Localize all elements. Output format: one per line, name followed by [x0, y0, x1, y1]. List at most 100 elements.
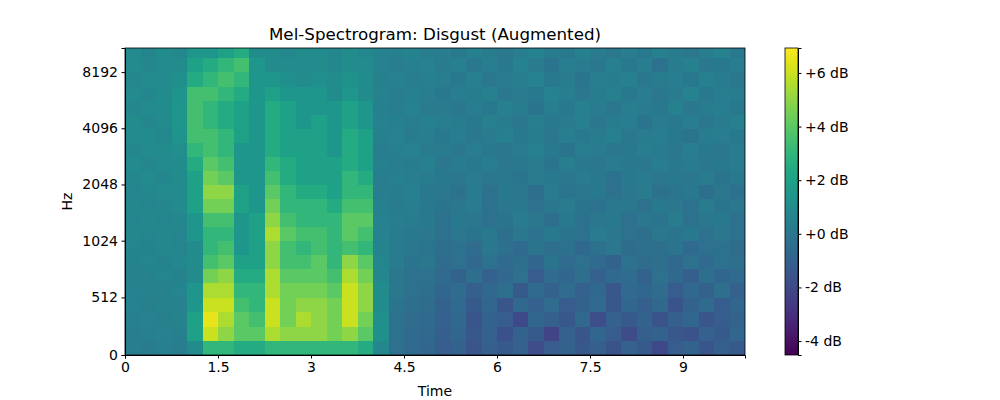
heatmap-cell	[187, 283, 203, 298]
heatmap-cell	[358, 341, 374, 355]
heatmap-cell	[730, 326, 746, 341]
heatmap-cell	[218, 312, 234, 327]
heatmap-cell	[730, 341, 746, 355]
heatmap-cell	[714, 213, 730, 227]
heatmap-cell	[141, 227, 157, 241]
chart-svg: 01.534.567.5905121024204840968192Mel-Spe…	[0, 0, 1000, 400]
chart-container: 01.534.567.5905121024204840968192Mel-Spe…	[0, 0, 1000, 400]
heatmap-cell	[528, 72, 544, 86]
heatmap-cell	[652, 213, 668, 227]
heatmap-cell	[311, 48, 327, 58]
heatmap-cell	[265, 297, 281, 312]
heatmap-cell	[621, 156, 637, 170]
heatmap-cell	[172, 156, 188, 170]
heatmap-cell	[249, 156, 265, 170]
heatmap-cell	[652, 156, 668, 170]
heatmap-cell	[389, 254, 405, 269]
heatmap-cell	[683, 170, 699, 184]
heatmap-cell	[451, 86, 467, 100]
heatmap-cell	[637, 114, 653, 128]
heatmap-cell	[621, 297, 637, 312]
heatmap-cell	[125, 283, 141, 298]
heatmap-cell	[280, 254, 296, 269]
heatmap-cell	[606, 326, 622, 341]
heatmap-cell	[141, 72, 157, 86]
heatmap-cell	[296, 227, 312, 241]
heatmap-cell	[637, 58, 653, 72]
heatmap-cell	[420, 326, 436, 341]
heatmap-cell	[606, 283, 622, 298]
colorbar-tick: -4 dB	[798, 333, 842, 349]
heatmap-cell	[125, 86, 141, 100]
heatmap-cell	[606, 213, 622, 227]
heatmap-cell	[621, 170, 637, 184]
heatmap-cell	[683, 142, 699, 156]
heatmap-cell	[311, 184, 327, 198]
heatmap-cell	[528, 114, 544, 128]
heatmap-cell	[668, 312, 684, 327]
heatmap-cell	[218, 142, 234, 156]
heatmap-cell	[466, 312, 482, 327]
heatmap-cell	[637, 100, 653, 114]
heatmap-cell	[187, 156, 203, 170]
heatmap-cell	[466, 72, 482, 86]
colorbar-tick-mark	[798, 180, 802, 181]
heatmap-cell	[311, 283, 327, 298]
heatmap-cell	[265, 100, 281, 114]
colorbar-frame	[785, 48, 798, 355]
heatmap-cell	[497, 312, 513, 327]
heatmap-cell	[187, 184, 203, 198]
heatmap-cell	[668, 283, 684, 298]
x-tick: 1.5	[207, 355, 229, 375]
heatmap-cell	[156, 227, 172, 241]
heatmap-cell	[435, 241, 451, 255]
heatmap-cell	[652, 142, 668, 156]
y-tick-mark	[122, 128, 126, 129]
heatmap-cell	[203, 241, 219, 255]
heatmap-cell	[249, 297, 265, 312]
heatmap-cell	[497, 326, 513, 341]
heatmap-cell	[296, 58, 312, 72]
heatmap-cell	[482, 199, 498, 213]
heatmap-cell	[730, 297, 746, 312]
heatmap-cell	[590, 227, 606, 241]
colorbar-tick-mark	[798, 341, 802, 342]
heatmap-cell	[311, 213, 327, 227]
x-tick-label: 0	[121, 359, 130, 375]
heatmap-cell	[280, 199, 296, 213]
heatmap-cell	[466, 227, 482, 241]
heatmap-cell	[699, 86, 715, 100]
heatmap-cell	[559, 312, 575, 327]
heatmap-cell	[218, 100, 234, 114]
heatmap-cell	[652, 128, 668, 142]
heatmap-cell	[141, 269, 157, 284]
heatmap-cell	[265, 114, 281, 128]
heatmap-cell	[172, 72, 188, 86]
heatmap-cell	[528, 312, 544, 327]
heatmap-cell	[497, 254, 513, 269]
heatmap-cell	[451, 341, 467, 355]
heatmap-cell	[683, 269, 699, 284]
heatmap-cell	[668, 86, 684, 100]
heatmap-cell	[575, 241, 591, 255]
heatmap-cell	[497, 297, 513, 312]
heatmap-cell	[544, 58, 560, 72]
heatmap-cell	[466, 184, 482, 198]
heatmap-cell	[590, 341, 606, 355]
heatmap-cell	[404, 269, 420, 284]
heatmap-cell	[141, 312, 157, 327]
heatmap-cell	[668, 341, 684, 355]
heatmap-cell	[249, 184, 265, 198]
heatmap-cell	[389, 170, 405, 184]
heatmap-cell	[342, 100, 358, 114]
heatmap-cell	[342, 170, 358, 184]
heatmap-cell	[451, 58, 467, 72]
heatmap-cell	[327, 142, 343, 156]
heatmap-cell	[482, 86, 498, 100]
colorbar-tick: +6 dB	[798, 65, 849, 81]
heatmap-cell	[311, 341, 327, 355]
heatmap-cell	[590, 312, 606, 327]
heatmap-cell	[482, 170, 498, 184]
heatmap-cell	[218, 199, 234, 213]
heatmap-cell	[559, 199, 575, 213]
